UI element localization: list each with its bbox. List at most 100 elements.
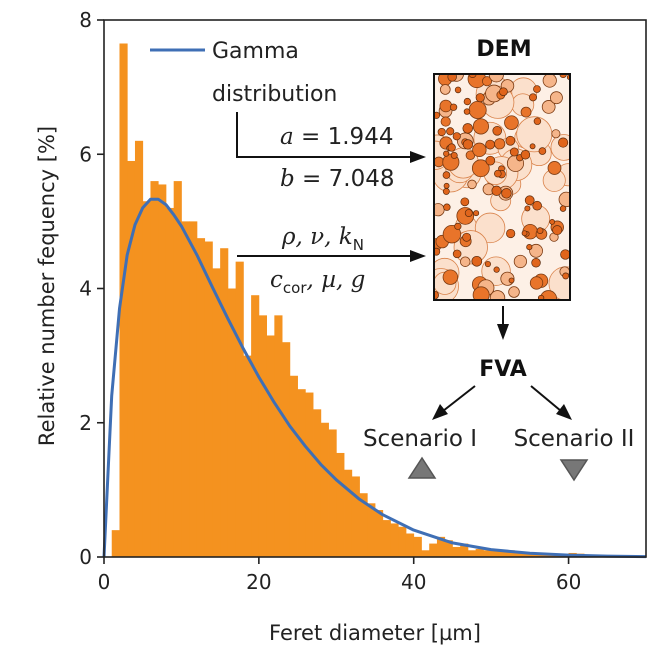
dem-particle <box>504 115 519 131</box>
histogram-bar <box>173 181 182 557</box>
material-arrowhead <box>410 250 426 262</box>
dem-particle <box>434 247 441 256</box>
dem-particle <box>442 225 462 244</box>
dem-particle <box>462 139 474 150</box>
y-tick-label: 8 <box>79 8 92 32</box>
x-axis-title: Feret diameter [µm] <box>269 621 481 645</box>
histogram-bar <box>320 422 329 557</box>
histogram-bar <box>243 355 252 557</box>
dem-particle <box>520 106 532 118</box>
dem-particle <box>537 294 545 300</box>
y-axis-title: Relative number fequency [%] <box>35 126 59 446</box>
dem-particle <box>449 103 458 111</box>
x-tick-label: 0 <box>98 570 111 594</box>
dem-particle <box>473 210 480 217</box>
dem-particle <box>520 150 531 160</box>
dem-particle <box>562 272 570 280</box>
scenario2-triangle-down-icon <box>559 459 589 482</box>
dem-particle <box>443 182 450 189</box>
legend-text-line2: distribution <box>212 82 337 107</box>
dem-particle <box>533 117 542 125</box>
dem-particle <box>462 123 473 134</box>
dem-particle <box>505 135 516 146</box>
dem-particle <box>442 171 451 179</box>
dem-particle <box>434 156 445 168</box>
dem-particle <box>471 159 490 178</box>
dem-particle <box>547 161 562 175</box>
dem-particle <box>454 222 462 230</box>
histogram-bar <box>522 552 531 557</box>
dem-particle <box>464 209 473 217</box>
histogram-bar <box>289 375 298 557</box>
x-tick-label: 20 <box>246 570 271 594</box>
material-line1: ρ, ν, kN <box>281 224 364 254</box>
histogram-bar <box>274 315 283 557</box>
dem-particle <box>443 150 450 157</box>
dem-particle <box>442 187 450 195</box>
histogram-bar <box>336 452 345 557</box>
gamma-curve <box>102 197 647 559</box>
dem-particle <box>472 286 490 300</box>
param-a-text: a = 1.944 <box>280 124 393 150</box>
histogram-bar <box>529 553 538 557</box>
dem-particle <box>551 129 561 139</box>
histogram-bar <box>359 493 368 557</box>
x-tick-label: 60 <box>556 570 581 594</box>
dem-particle <box>524 205 531 212</box>
dem-particle <box>485 155 496 166</box>
histogram-bar <box>181 221 190 557</box>
dem-to-fva-arrowhead <box>497 324 509 340</box>
dem-particle <box>538 147 547 155</box>
dem-particle <box>437 127 446 137</box>
scenario1-label: Scenario I <box>363 426 477 452</box>
material-line2-sub: cor <box>283 279 307 297</box>
x-axis-ticks: 0 20 40 60 <box>98 557 581 594</box>
dem-particle <box>462 232 472 242</box>
histogram-bar <box>405 533 415 557</box>
dem-particle <box>460 256 471 267</box>
dem-particle <box>532 200 542 211</box>
dem-particle <box>552 225 563 236</box>
y-tick-label: 0 <box>79 545 92 569</box>
histogram-bar <box>382 520 391 557</box>
fva-to-scenario1-arrowhead <box>432 404 448 420</box>
dem-particle <box>472 118 489 135</box>
dem-particle <box>542 74 557 88</box>
dem-particle <box>494 138 506 150</box>
dem-particle <box>531 258 541 268</box>
y-axis-ticks: 0 2 4 6 8 <box>79 8 104 569</box>
dem-particle <box>509 147 519 157</box>
material-line2-rest: , µ, g <box>306 267 365 293</box>
histogram-bar <box>134 140 144 557</box>
dem-particle <box>454 86 462 94</box>
histogram-bar <box>142 201 151 558</box>
dem-particle <box>463 97 472 106</box>
dem-particle <box>468 101 487 120</box>
fva-to-scenario2-line <box>530 385 562 412</box>
dem-particle <box>529 143 536 150</box>
histogram-bar <box>150 181 159 557</box>
dem-particle <box>439 99 453 113</box>
histogram-bar <box>514 552 523 557</box>
dem-particle <box>446 127 455 136</box>
histogram-bar <box>158 184 167 558</box>
dem-particle <box>439 84 451 95</box>
dem-particle <box>550 91 563 105</box>
dem-particle <box>521 230 528 237</box>
histogram-bar <box>475 548 484 557</box>
material-line1-symbols: ρ, ν, k <box>281 224 353 250</box>
histogram-bar <box>436 536 446 557</box>
scenario1-triangle-up-icon <box>407 456 437 479</box>
histogram-bar <box>452 546 461 557</box>
histogram-bar <box>227 288 237 557</box>
material-line2: ccor, µ, g <box>270 267 365 297</box>
histogram-bar <box>235 261 244 557</box>
dem-particle <box>492 125 503 136</box>
dem-particle <box>560 249 570 260</box>
histogram-bar <box>375 510 384 557</box>
histogram-bar <box>344 469 353 557</box>
dem-particle <box>493 266 500 273</box>
histogram-bar <box>398 526 407 557</box>
dem-particle <box>467 179 477 190</box>
